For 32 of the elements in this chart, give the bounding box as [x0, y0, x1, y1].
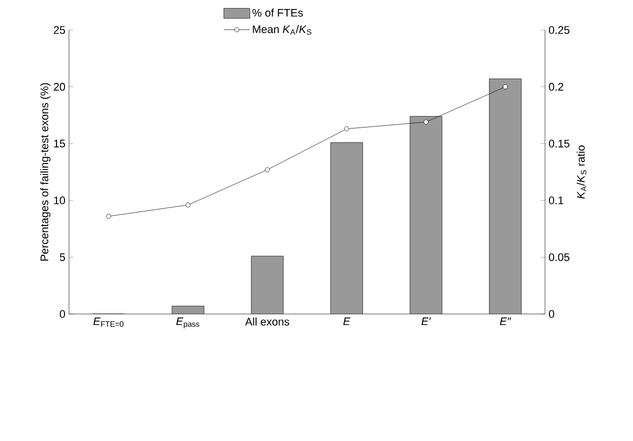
y2-tick-label: 0.2: [548, 82, 564, 91]
bar: [330, 142, 363, 314]
y-tick-label: 5: [60, 253, 66, 262]
legend-label: % of FTEs: [252, 8, 303, 17]
bar: [251, 256, 284, 314]
bar: [410, 116, 442, 314]
x-tick-label: E′: [422, 318, 431, 326]
point: [424, 120, 428, 124]
point: [344, 126, 350, 132]
y2-tick-label: 0: [548, 310, 554, 318]
point: [264, 167, 270, 172]
x-tick-label: All exons: [245, 318, 290, 326]
x-tick-label: E: [343, 318, 350, 326]
y2-tick-label: 0.15: [548, 140, 570, 148]
y2-tick-label: 0.05: [548, 253, 570, 262]
y-tick-label: 15: [54, 140, 66, 148]
point: [186, 202, 190, 208]
x-tick-label: E″: [500, 318, 512, 326]
point: [106, 214, 112, 219]
bar: [489, 78, 522, 314]
point: [502, 84, 508, 90]
y2-axis-title: K$_{A}$/K$_{S}$ ratio: [576, 145, 586, 199]
legend-label: Mean K$_{A}$/K$_{S}$: [252, 25, 312, 35]
y-tick-label: 20: [54, 82, 66, 91]
y-tick-label: 0: [60, 310, 66, 318]
y-tick-label: 25: [54, 26, 66, 34]
x-tick-label: E$_{FTE=0}$: [93, 318, 124, 327]
y-axis-title: Percentages of failing-test exons (%): [40, 83, 50, 261]
y-tick-label: 10: [54, 196, 66, 204]
y2-tick-label: 0.1: [548, 196, 564, 204]
x-tick-label: E$_{pass}$: [176, 318, 200, 328]
y2-tick-label: 0.25: [548, 26, 570, 34]
